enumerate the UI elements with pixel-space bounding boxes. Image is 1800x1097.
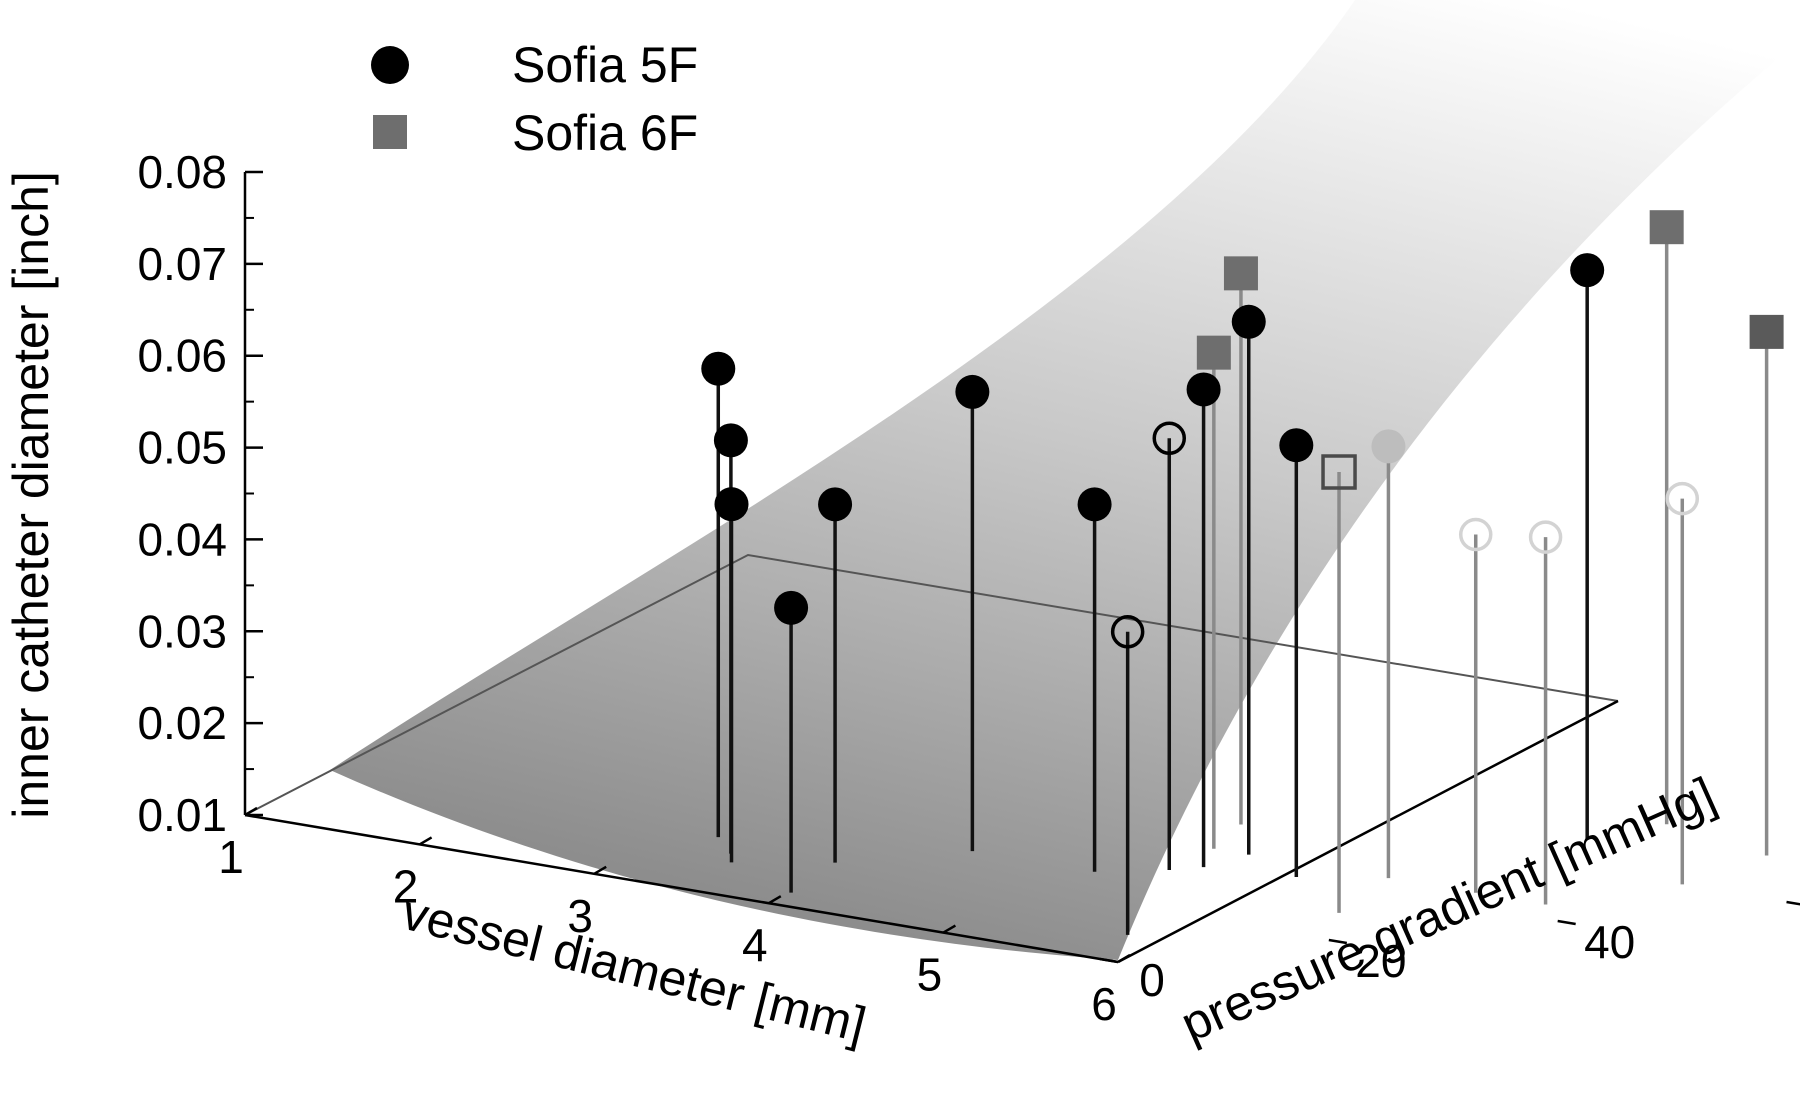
data-point-circle-open [1458,517,1493,552]
z-tick-label: 0.07 [137,238,227,290]
y-tick [1328,938,1348,945]
z-tick-label: 0.04 [137,513,227,565]
z-tick-label: 0.08 [137,146,227,198]
data-point-circle [774,590,809,625]
data-point-circle [818,487,853,522]
x-axis-line [244,813,1119,964]
z-tick-label: 0.03 [137,605,227,657]
data-point-square [1649,210,1684,245]
x-tick-label: 5 [917,949,943,1001]
legend-label-6f: Sofia 6F [512,105,698,161]
x-tick-label: 1 [218,831,244,883]
data-point-circle [714,487,749,522]
z-tick-label: 0.05 [137,422,227,474]
y-tick-label: 0 [1139,954,1165,1006]
z-tick-label: 0.01 [137,789,227,841]
z-tick-label: 0.06 [137,330,227,382]
data-point-circle [955,374,990,409]
x-tick [942,924,957,934]
data-point-square-open [1321,454,1357,490]
floor-grid-line [244,553,1619,816]
data-point-square [1749,314,1784,349]
y-tick [1099,957,1119,964]
data-point-circle [713,423,748,458]
y-tick [1786,900,1800,906]
y-tick-label: 40 [1584,916,1635,968]
data-point-circle-open [1110,614,1145,649]
x-tick [244,806,258,817]
x-tick-label: 3 [567,890,593,942]
y-axis-line [1117,699,1619,964]
x-tick-label: 2 [393,860,419,912]
surface [330,0,1800,960]
data-point-circle [1231,304,1266,339]
x-tick-label: 4 [742,919,768,971]
data-point-circle-open [1665,481,1700,516]
data-point-square [1223,256,1258,291]
legend-marker-circle [371,46,409,84]
data-point-circle [1279,428,1314,463]
data-point-circle [1077,487,1112,522]
y-tick [1557,919,1576,926]
legend-label-5f: Sofia 5F [512,37,698,93]
z-tick-label: 0.02 [137,697,227,749]
stems [716,227,1769,935]
data-point-circle-open [1528,520,1563,554]
y-axis-title: pressure gradient [mmHg] [1173,766,1724,1052]
x-tick [418,836,433,846]
data-point-circle [1570,253,1605,288]
x-tick [768,895,782,905]
data-point-circle [701,351,736,386]
y-tick-label: 20 [1355,935,1406,987]
x-tick [1117,953,1131,964]
data-point-circle [1186,372,1221,407]
axes: 0.01 0.02 0.03 0.04 0.05 0.06 0.07 0.08 1 2 3 4 5 6 0 2… [137,146,1800,1030]
data-point-circle-open [1152,421,1187,455]
x-tick-label: 6 [1091,978,1117,1030]
data-point-square [1196,335,1231,370]
data-point-circle [1371,429,1406,464]
legend-marker-square [373,115,407,149]
markers [701,210,1784,649]
legend: Sofia 5F Sofia 6F [371,37,698,161]
z-axis-title: inner catheter diameter [inch] [3,171,59,819]
x-tick [593,865,607,875]
